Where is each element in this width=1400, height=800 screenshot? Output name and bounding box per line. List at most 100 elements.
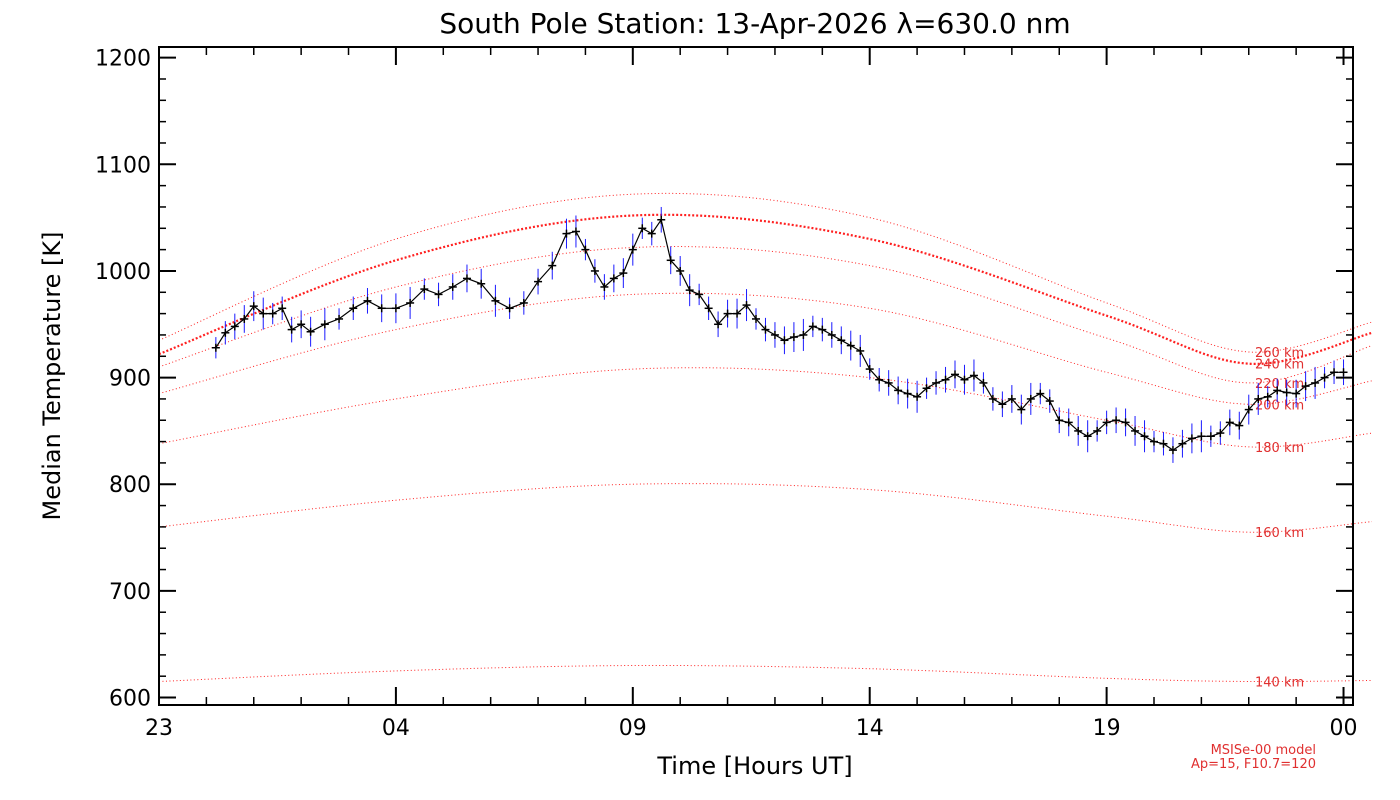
- data-point: [462, 274, 471, 283]
- y-axis-label: Median Temperature [K]: [38, 231, 66, 520]
- model-label-180-km: 180 km: [1255, 441, 1304, 456]
- data-point: [609, 274, 618, 283]
- data-point: [941, 375, 950, 384]
- y-tick-label: 600: [109, 687, 151, 712]
- data-point: [742, 301, 751, 310]
- data-point: [1206, 432, 1215, 441]
- data-point: [695, 290, 704, 299]
- data-point: [477, 279, 486, 288]
- data-point: [856, 346, 865, 355]
- data-point: [448, 282, 457, 291]
- data-point: [1197, 432, 1206, 441]
- data-point: [391, 304, 400, 313]
- data-series-layer: [211, 206, 1348, 463]
- data-point: [988, 394, 997, 403]
- data-point: [799, 330, 808, 339]
- data-point: [1187, 434, 1196, 443]
- model-label-140-km: 140 km: [1255, 676, 1304, 691]
- model-curve-140-km: [158, 664, 1373, 683]
- data-point: [1045, 397, 1054, 406]
- data-point: [1339, 368, 1348, 377]
- data-point: [240, 314, 249, 323]
- data-point: [1121, 418, 1130, 427]
- model-label-240-km: 240 km: [1255, 358, 1304, 373]
- model-curve-240-km: [158, 213, 1373, 365]
- data-point: [676, 266, 685, 275]
- data-point: [960, 375, 969, 384]
- data-point: [932, 378, 941, 387]
- data-point: [865, 365, 874, 374]
- data-point: [406, 298, 415, 307]
- data-point: [335, 314, 344, 323]
- data-point: [837, 336, 846, 345]
- y-tick-label: 800: [109, 473, 151, 498]
- y-tick-label: 700: [109, 580, 151, 605]
- data-point: [780, 336, 789, 345]
- data-point: [519, 298, 528, 307]
- data-point: [590, 266, 599, 275]
- data-point: [1140, 432, 1149, 441]
- data-point: [770, 330, 779, 339]
- data-point: [297, 320, 306, 329]
- data-point: [349, 304, 358, 313]
- data-point: [306, 327, 315, 336]
- data-point: [1074, 426, 1083, 435]
- data-point: [752, 314, 760, 323]
- data-point: [723, 309, 732, 318]
- model-curve-180-km: [158, 367, 1373, 448]
- x-tick-label: 19: [1093, 716, 1121, 741]
- plot-frame: [158, 46, 1354, 706]
- data-point: [287, 325, 296, 334]
- axes-layer: 600 700 800 900 1000 1100 1200 23 04 09 14 19 00: [95, 47, 1358, 741]
- data-point: [491, 296, 500, 305]
- data-point: [1254, 394, 1263, 403]
- data-point: [1102, 418, 1111, 427]
- x-tick-label: 23: [145, 716, 173, 741]
- data-point: [1178, 439, 1187, 448]
- data-point: [951, 370, 959, 379]
- data-point: [714, 320, 723, 329]
- data-point: [789, 333, 798, 342]
- data-point: [249, 302, 258, 311]
- data-point: [685, 286, 694, 295]
- model-label-200-km: 200 km: [1255, 398, 1304, 413]
- data-point: [1216, 429, 1225, 438]
- data-point: [534, 277, 543, 286]
- data-point: [1282, 388, 1291, 397]
- data-point: [733, 309, 742, 318]
- model-curve-220-km: [158, 246, 1373, 384]
- data-point: [979, 378, 988, 387]
- y-tick-label: 1000: [95, 260, 151, 285]
- data-point: [1168, 446, 1177, 455]
- data-point: [922, 384, 931, 393]
- x-axis-label: Time [Hours UT]: [656, 752, 852, 780]
- data-point: [1273, 386, 1282, 395]
- model-curve-160-km: [158, 483, 1373, 533]
- data-point: [1131, 426, 1140, 435]
- data-point: [320, 320, 329, 329]
- data-point: [221, 328, 230, 337]
- model-note-line-2: Ap=15, F10.7=120: [1191, 757, 1316, 772]
- data-point: [434, 290, 443, 299]
- x-tick-label: 14: [856, 716, 884, 741]
- data-point: [998, 400, 1007, 409]
- model-label-260-km: 260 km: [1255, 346, 1304, 361]
- data-point: [666, 256, 675, 265]
- chart-title: South Pole Station: 13-Apr-2026 λ=630.0 …: [439, 7, 1070, 40]
- data-point: [1292, 389, 1301, 398]
- data-point: [903, 389, 912, 398]
- data-point: [638, 224, 647, 233]
- data-point: [1150, 437, 1158, 446]
- data-point: [818, 325, 827, 334]
- data-point: [913, 392, 922, 401]
- data-point: [1244, 405, 1253, 414]
- data-point: [1083, 432, 1092, 441]
- data-point: [259, 309, 268, 318]
- data-point: [846, 341, 855, 350]
- model-curve-200-km: [158, 292, 1373, 405]
- data-point: [657, 215, 666, 224]
- data-point: [377, 304, 386, 313]
- x-tick-label: 00: [1330, 716, 1358, 741]
